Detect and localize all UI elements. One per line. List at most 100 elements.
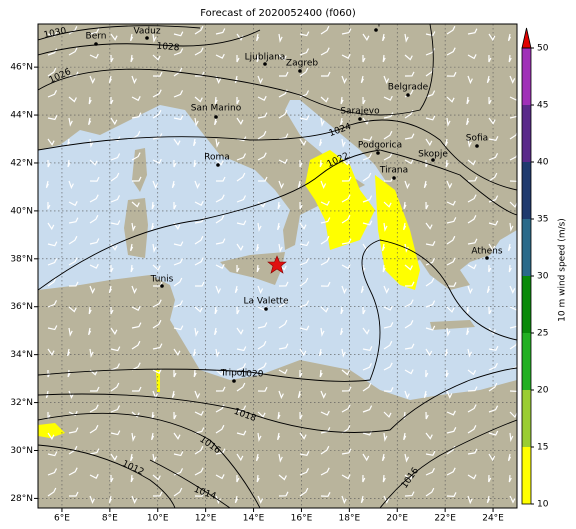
wind-barb: [425, 159, 429, 168]
wind-barb: [341, 238, 352, 245]
wind-barb: [110, 327, 118, 335]
colorbar-segment: [522, 333, 531, 390]
wind-barb: [152, 474, 161, 481]
wind-barb: [446, 117, 451, 127]
city-marker: [475, 144, 479, 148]
wind-barb: [467, 194, 477, 203]
wind-barb: [173, 432, 181, 440]
wind-barb: [403, 201, 407, 210]
wind-barb: [488, 453, 496, 462]
grid: [38, 24, 517, 508]
wind-barb: [194, 117, 199, 127]
wind-barb: [446, 217, 457, 224]
isobar: [38, 412, 261, 508]
wind-barb: [173, 300, 184, 308]
wind-barb: [277, 432, 281, 441]
wind-barb: [173, 138, 181, 146]
isobar: [379, 419, 517, 508]
wind-barb: [488, 264, 492, 273]
wind-barb: [214, 306, 218, 315]
wind-barb: [509, 201, 517, 208]
wind-barb: [194, 47, 204, 56]
wind-barb: [278, 281, 289, 287]
wind-barb: [68, 327, 73, 337]
wind-barb: [193, 159, 197, 168]
wind-barb: [488, 172, 498, 182]
city-marker: [374, 28, 378, 32]
wind-barb: [215, 194, 225, 203]
wind-barb: [214, 327, 218, 336]
colorbar-tick-label: 25: [537, 329, 548, 339]
wind-barb: [68, 180, 74, 190]
city-label: Skopje: [418, 150, 448, 160]
wind-barb: [362, 220, 373, 226]
city-label: Belgrade: [388, 83, 429, 93]
wind-barb: [173, 258, 184, 266]
wind-barb: [89, 448, 100, 455]
wind-barb: [382, 33, 386, 42]
wind-barb: [425, 222, 433, 230]
wind-barb: [173, 222, 181, 230]
wind-barb: [194, 96, 203, 103]
wind-barb: [236, 405, 247, 413]
isobar: [38, 444, 176, 508]
wind-barb: [131, 495, 138, 504]
wind-barb: [47, 487, 57, 497]
wind-barb: [488, 33, 496, 42]
wind-barb: [404, 343, 415, 350]
wind-barb: [47, 258, 58, 266]
wind-barb: [68, 117, 73, 127]
wind-barb: [467, 369, 477, 376]
wind-barb: [131, 362, 141, 371]
city-marker: [406, 93, 410, 97]
wind-barb: [194, 306, 203, 313]
wind-barb: [256, 474, 260, 483]
city-marker: [485, 256, 489, 260]
city-label: San Marino: [191, 104, 242, 114]
wind-barb: [88, 306, 92, 315]
wind-barb: [194, 390, 201, 399]
colorbar-tick-label: 50: [537, 44, 549, 54]
wind-barb: [319, 159, 323, 168]
wind-barb: [131, 432, 136, 442]
wind-barb: [67, 159, 71, 168]
wind-barb: [236, 453, 244, 462]
wind-barb: [236, 220, 247, 226]
wind-barb: [45, 180, 49, 189]
wind-barb: [425, 48, 436, 56]
wind-barb: [341, 386, 352, 392]
city-marker: [232, 379, 236, 383]
wind-barb: [278, 158, 288, 165]
wind-barb: [88, 327, 92, 336]
city-marker: [431, 158, 435, 162]
wind-barb: [467, 176, 478, 182]
wind-barb: [173, 487, 183, 497]
wind-barb: [47, 67, 57, 77]
wind-barb: [362, 195, 373, 203]
wind-barb: [488, 220, 499, 226]
wind-barb: [68, 306, 77, 313]
land-crete: [430, 320, 475, 330]
wind-barb: [486, 75, 490, 84]
wind-barb: [446, 235, 456, 245]
city-marker: [264, 307, 268, 311]
wind-barb: [257, 495, 264, 504]
wind-barb: [446, 282, 457, 287]
land-sicily: [220, 252, 285, 285]
city-label: Podgorica: [358, 141, 402, 151]
wind-barb: [425, 258, 436, 266]
city-marker: [358, 117, 362, 121]
wind-barb: [446, 71, 457, 77]
wind-barb: [320, 200, 330, 206]
wind-barb: [509, 390, 517, 393]
isobar: [38, 25, 201, 41]
wind-barb: [340, 306, 344, 315]
wind-barb: [507, 243, 512, 252]
wind-barb: [152, 158, 162, 164]
wind-barb: [404, 33, 409, 43]
wind-barb: [89, 285, 96, 294]
wind-barb: [446, 47, 456, 56]
wind-barb: [404, 299, 414, 308]
x-tick-label: 20°E: [386, 514, 408, 524]
city-label: Tirana: [379, 166, 408, 176]
